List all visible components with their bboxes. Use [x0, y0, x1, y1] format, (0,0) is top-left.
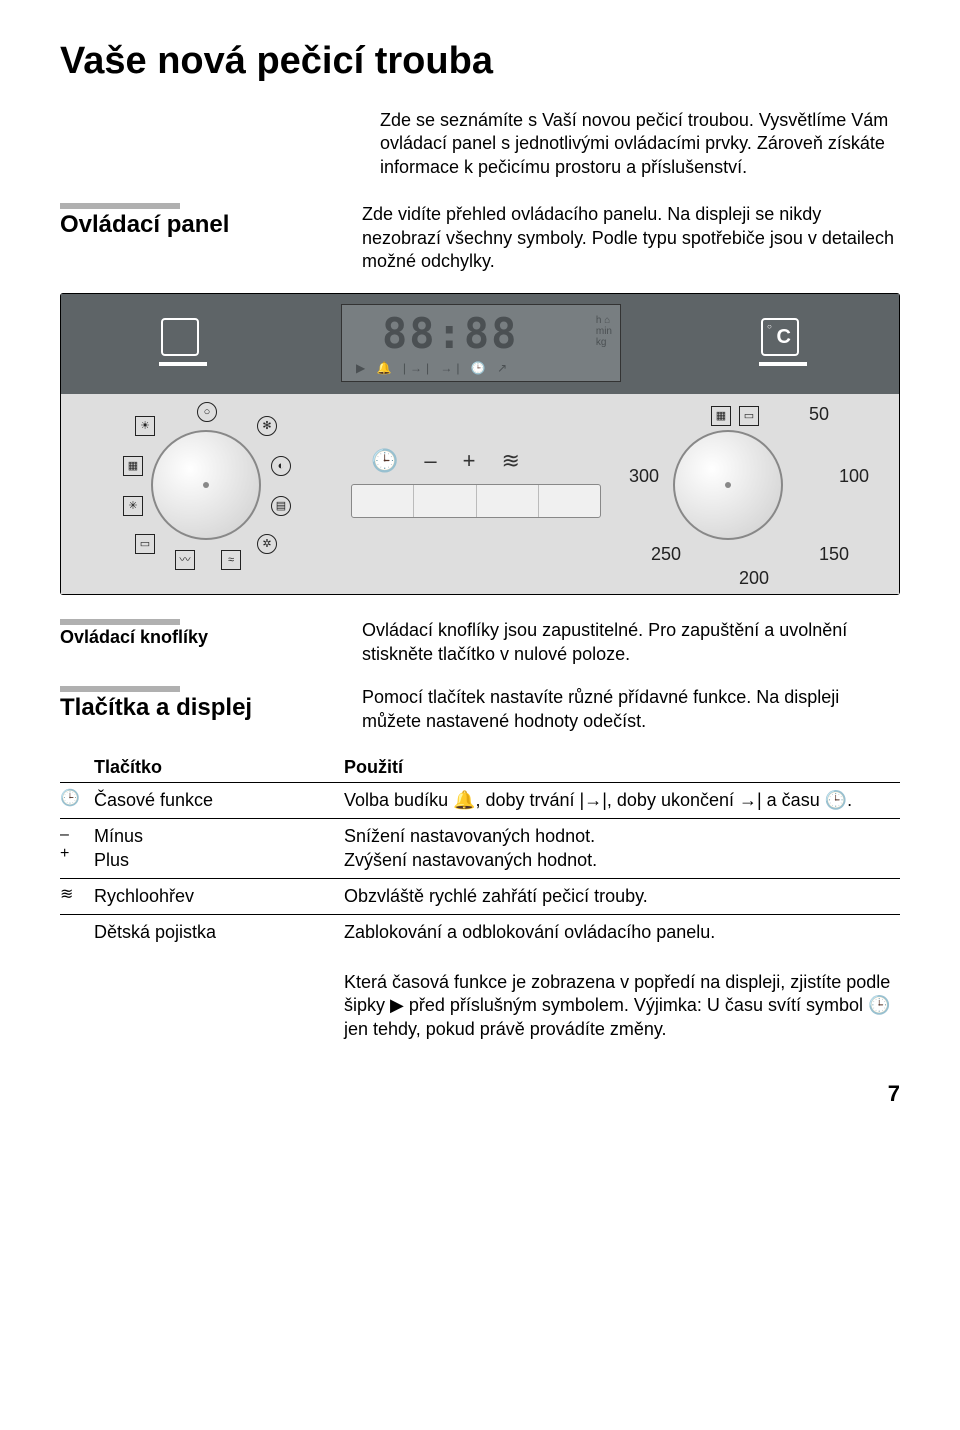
- button-label: Dětská pojistka: [94, 921, 344, 944]
- section-heading: Ovládací panel: [60, 211, 362, 239]
- mode-icon: ▦: [123, 456, 143, 476]
- table-row: 🕒 Časové funkce Volba budíku 🔔, doby trv…: [60, 783, 900, 819]
- mode-icon: ◐: [271, 456, 291, 476]
- mode-indicator-left: [161, 318, 199, 356]
- display-segments: 88:88: [382, 309, 518, 358]
- section-accent-bar: [60, 203, 180, 209]
- mode-icon: ▭: [135, 534, 155, 554]
- display-symbol-row: ▶ 🔔 |→| →| 🕒 ↗: [356, 361, 511, 375]
- mode-icon: ✻: [257, 416, 277, 436]
- section-knobs: Ovládací knoflíky Ovládací knoflíky jsou…: [60, 619, 900, 666]
- rapid-heat-icon: ≋: [502, 448, 520, 474]
- dial-number: 50: [809, 404, 829, 425]
- dial-number: 150: [819, 544, 849, 565]
- mode-icon: ☀: [135, 416, 155, 436]
- button-strip: [351, 484, 601, 518]
- dial-number: 300: [629, 466, 659, 487]
- dial-number: 200: [739, 568, 769, 589]
- button-label: Časové funkce: [94, 789, 344, 812]
- center-buttons: 🕒 – + ≋: [371, 448, 520, 474]
- dial-number: 250: [651, 544, 681, 565]
- clock-icon: 🕒: [371, 448, 398, 474]
- table-header: Použití: [344, 757, 900, 778]
- dial-number: 100: [839, 466, 869, 487]
- section-accent-bar: [60, 619, 180, 625]
- buttons-table: Tlačítko Použití 🕒 Časové funkce Volba b…: [60, 753, 900, 951]
- display-units: h ⌂ min kg: [596, 315, 612, 348]
- control-panel-illustration: 88:88 h ⌂ min kg ▶ 🔔 |→| →| 🕒 ↗ ○C ☀ ○ ✻…: [60, 293, 900, 595]
- lock-icon: [60, 921, 94, 944]
- button-label: Mínus Plus: [94, 825, 344, 872]
- page-title: Vaše nová pečicí trouba: [60, 40, 900, 83]
- table-header: Tlačítko: [94, 757, 344, 778]
- button-label: Rychloohřev: [94, 885, 344, 908]
- button-use: Volba budíku 🔔, doby trvání |→|, doby uk…: [344, 789, 900, 812]
- temp-indicator-right: ○C: [761, 318, 799, 356]
- clock-icon: 🕒: [60, 789, 94, 812]
- section-body: Ovládací knoflíky jsou zapustitelné. Pro…: [362, 619, 900, 666]
- mode-icon: ▤: [271, 496, 291, 516]
- section-accent-bar: [60, 686, 180, 692]
- section-heading: Ovládací knoflíky: [60, 627, 362, 648]
- section-body: Pomocí tlačítek nastavíte různé přídavné…: [362, 686, 900, 733]
- mode-icon: ▦: [711, 406, 731, 426]
- section-buttons-display: Tlačítka a displej Pomocí tlačítek nasta…: [60, 686, 900, 733]
- display-screen: 88:88 h ⌂ min kg ▶ 🔔 |→| →| 🕒 ↗: [341, 304, 621, 382]
- plus-minus-icon: – +: [60, 825, 94, 872]
- table-row: ≋ Rychloohřev Obzvláště rychlé zahřátí p…: [60, 879, 900, 915]
- section-heading: Tlačítka a displej: [60, 694, 362, 722]
- mode-icon: ✲: [257, 534, 277, 554]
- plus-icon: +: [463, 448, 476, 474]
- section-control-panel: Ovládací panel Zde vidíte přehled ovláda…: [60, 203, 900, 273]
- mode-icon: 〰: [175, 550, 195, 570]
- mode-icon: ▭: [739, 406, 759, 426]
- intro-paragraph: Zde se seznámíte s Vaší novou pečicí tro…: [380, 109, 900, 179]
- footnote-paragraph: Která časová funkce je zobrazena v popře…: [344, 971, 900, 1041]
- table-header-row: Tlačítko Použití: [60, 753, 900, 783]
- section-body: Zde vidíte přehled ovládacího panelu. Na…: [362, 203, 900, 273]
- mode-icon: ○: [197, 402, 217, 422]
- button-use: Snížení nastavovaných hodnot. Zvýšení na…: [344, 825, 900, 872]
- mode-icon: ✳: [123, 496, 143, 516]
- minus-icon: –: [424, 448, 436, 474]
- mode-icon: ≈: [221, 550, 241, 570]
- table-row: – + Mínus Plus Snížení nastavovaných hod…: [60, 819, 900, 879]
- rapid-heat-icon: ≋: [60, 885, 94, 908]
- button-use: Obzvláště rychlé zahřátí pečicí trouby.: [344, 885, 900, 908]
- table-row: Dětská pojistka Zablokování a odblokován…: [60, 915, 900, 950]
- page-number: 7: [60, 1081, 900, 1107]
- button-use: Zablokování a odblokování ovládacího pan…: [344, 921, 900, 944]
- temperature-knob: [673, 430, 783, 540]
- function-knob: [151, 430, 261, 540]
